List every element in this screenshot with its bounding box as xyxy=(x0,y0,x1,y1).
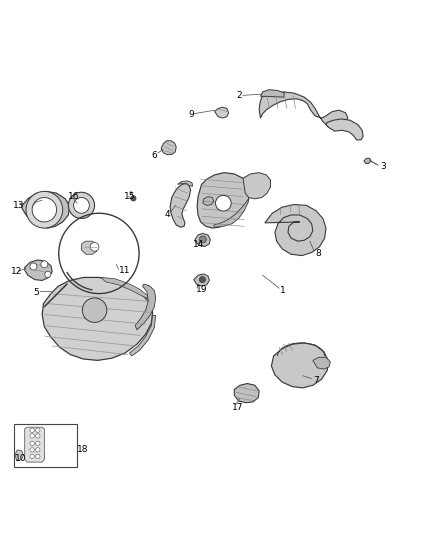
Text: 12: 12 xyxy=(11,267,22,276)
Circle shape xyxy=(199,236,206,243)
Text: 14: 14 xyxy=(193,240,204,249)
Polygon shape xyxy=(272,343,328,388)
Text: 5: 5 xyxy=(33,288,39,297)
Text: 2: 2 xyxy=(237,91,242,100)
Bar xyxy=(14,424,77,467)
Circle shape xyxy=(131,196,136,201)
Circle shape xyxy=(30,263,37,270)
Polygon shape xyxy=(15,450,23,461)
Polygon shape xyxy=(265,205,326,256)
Polygon shape xyxy=(194,274,209,286)
Text: 13: 13 xyxy=(13,201,25,210)
Text: 6: 6 xyxy=(151,151,157,160)
Polygon shape xyxy=(203,197,214,205)
Polygon shape xyxy=(259,92,348,129)
Text: 3: 3 xyxy=(381,161,386,171)
Polygon shape xyxy=(101,277,149,299)
Circle shape xyxy=(30,441,34,446)
Polygon shape xyxy=(25,260,52,280)
Circle shape xyxy=(74,198,89,213)
Polygon shape xyxy=(215,107,229,118)
Polygon shape xyxy=(214,199,249,227)
Polygon shape xyxy=(32,199,51,213)
Polygon shape xyxy=(197,173,251,228)
Circle shape xyxy=(90,243,99,251)
Polygon shape xyxy=(313,357,330,369)
Text: 17: 17 xyxy=(232,402,244,411)
Text: 4: 4 xyxy=(164,209,170,219)
Text: 19: 19 xyxy=(196,285,207,294)
Circle shape xyxy=(35,454,40,458)
Circle shape xyxy=(82,298,107,322)
Polygon shape xyxy=(135,284,155,330)
Polygon shape xyxy=(21,191,70,228)
Text: 16: 16 xyxy=(68,192,80,201)
Polygon shape xyxy=(81,241,97,254)
Circle shape xyxy=(30,428,34,432)
Text: 8: 8 xyxy=(315,249,321,258)
Circle shape xyxy=(215,195,231,211)
Circle shape xyxy=(30,448,34,452)
Polygon shape xyxy=(130,316,155,356)
Circle shape xyxy=(199,277,205,282)
Circle shape xyxy=(35,434,40,438)
Polygon shape xyxy=(25,427,44,462)
Circle shape xyxy=(35,441,40,446)
Circle shape xyxy=(30,454,34,458)
Polygon shape xyxy=(234,384,259,403)
Text: 9: 9 xyxy=(188,110,194,119)
Circle shape xyxy=(45,271,51,277)
Text: 15: 15 xyxy=(124,192,136,201)
Text: 11: 11 xyxy=(119,266,130,276)
Text: 7: 7 xyxy=(313,376,318,384)
Polygon shape xyxy=(326,119,363,140)
Polygon shape xyxy=(161,141,176,155)
Circle shape xyxy=(30,434,34,438)
Circle shape xyxy=(35,428,40,432)
Text: 1: 1 xyxy=(280,286,286,295)
Circle shape xyxy=(41,261,48,268)
Polygon shape xyxy=(243,173,271,199)
Polygon shape xyxy=(364,158,371,164)
Circle shape xyxy=(68,192,95,219)
Circle shape xyxy=(26,191,63,228)
Polygon shape xyxy=(170,183,191,227)
Circle shape xyxy=(35,448,40,452)
Text: 18: 18 xyxy=(77,445,88,454)
Polygon shape xyxy=(177,181,193,186)
Polygon shape xyxy=(261,90,285,97)
Polygon shape xyxy=(195,233,210,246)
Text: 10: 10 xyxy=(15,454,27,463)
Circle shape xyxy=(32,198,57,222)
Polygon shape xyxy=(42,277,152,360)
